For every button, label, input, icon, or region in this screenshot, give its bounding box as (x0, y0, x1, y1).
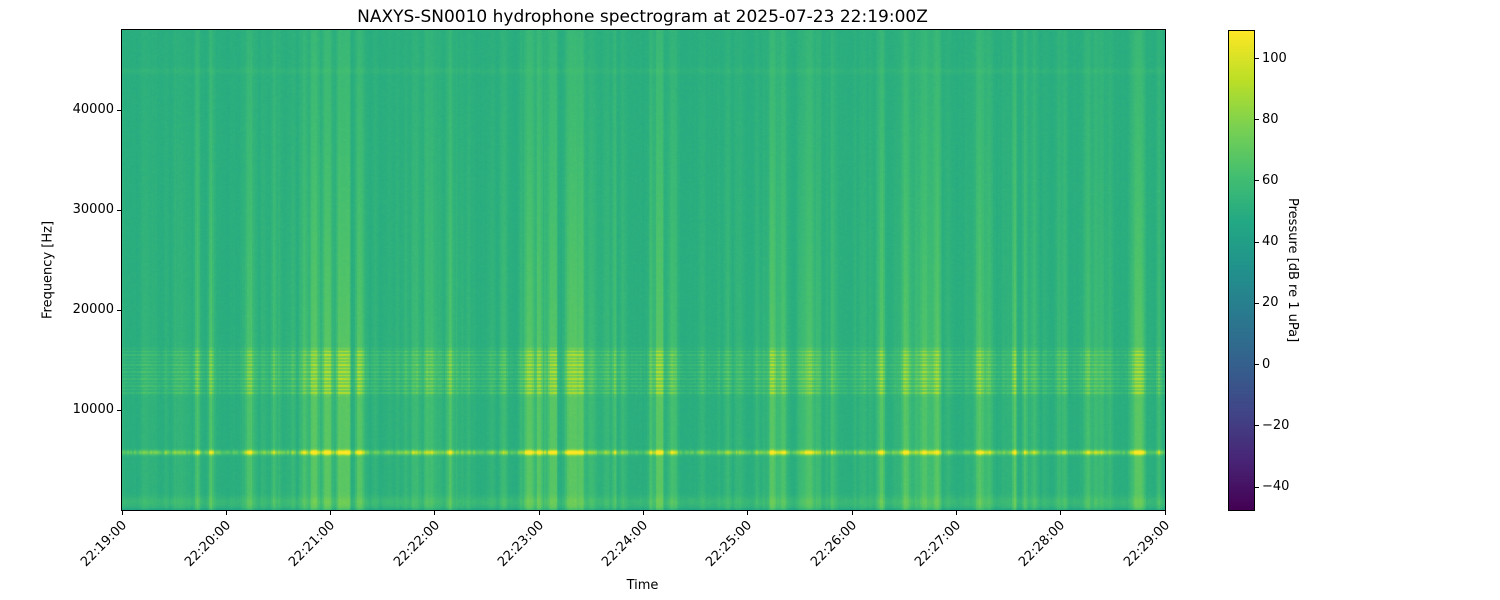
x-tick-label: 22:22:00 (390, 518, 443, 570)
tick-mark (225, 511, 227, 515)
x-tick-label: 22:29:00 (1120, 518, 1173, 570)
colorbar-tick-label: 80 (1262, 111, 1279, 127)
tick-mark (1255, 486, 1259, 488)
colorbar-tick-label: 0 (1262, 356, 1271, 372)
colorbar-tick-label: 20 (1262, 295, 1279, 311)
tick-mark (330, 511, 332, 515)
x-tick-label: 22:24:00 (599, 518, 652, 570)
plot-area (121, 29, 1166, 511)
y-tick-label: 10000 (72, 402, 114, 417)
tick-mark (117, 209, 121, 211)
tick-mark (643, 511, 644, 515)
colorbar-tick-label: 60 (1262, 172, 1279, 188)
colorbar-tick-label: −20 (1262, 417, 1290, 433)
colorbar (1228, 30, 1255, 511)
tick-mark (1255, 180, 1259, 182)
x-tick-label: 22:27:00 (912, 518, 964, 570)
y-tick-label: 40000 (72, 102, 114, 117)
tick-mark (538, 511, 540, 515)
colorbar-label: Pressure [dB re 1 uPa] (1285, 198, 1300, 343)
x-tick-label: 22:21:00 (286, 518, 339, 570)
tick-mark (1255, 302, 1259, 304)
y-tick-label: 20000 (72, 302, 114, 317)
tick-mark (1255, 119, 1259, 121)
spectrogram-canvas (122, 30, 1165, 510)
x-axis-label: Time (626, 578, 659, 593)
tick-mark (1255, 58, 1259, 60)
x-tick-label: 22:19:00 (77, 518, 130, 570)
tick-mark (117, 109, 121, 111)
y-tick-label: 30000 (72, 202, 114, 217)
colorbar-canvas (1229, 31, 1254, 510)
tick-mark (747, 511, 749, 515)
colorbar-tick-label: 100 (1262, 50, 1287, 66)
colorbar-tick-label: −40 (1262, 479, 1290, 495)
x-tick-label: 22:26:00 (807, 518, 860, 570)
colorbar-tick-label: 40 (1262, 234, 1279, 250)
tick-mark (851, 511, 853, 515)
x-tick-label: 22:28:00 (1016, 518, 1069, 570)
x-tick-label: 22:25:00 (703, 518, 756, 570)
tick-mark (1255, 425, 1259, 427)
tick-mark (434, 511, 436, 515)
x-tick-label: 22:20:00 (182, 518, 234, 570)
figure-title: NAXYS-SN0010 hydrophone spectrogram at 2… (357, 7, 928, 27)
tick-mark (1255, 241, 1259, 243)
tick-mark (1060, 511, 1062, 515)
tick-mark (121, 511, 123, 515)
tick-mark (117, 309, 121, 311)
tick-mark (117, 409, 121, 411)
tick-mark (1255, 364, 1259, 366)
x-tick-label: 22:23:00 (494, 518, 547, 570)
tick-mark (955, 511, 957, 515)
tick-mark (1164, 511, 1166, 515)
